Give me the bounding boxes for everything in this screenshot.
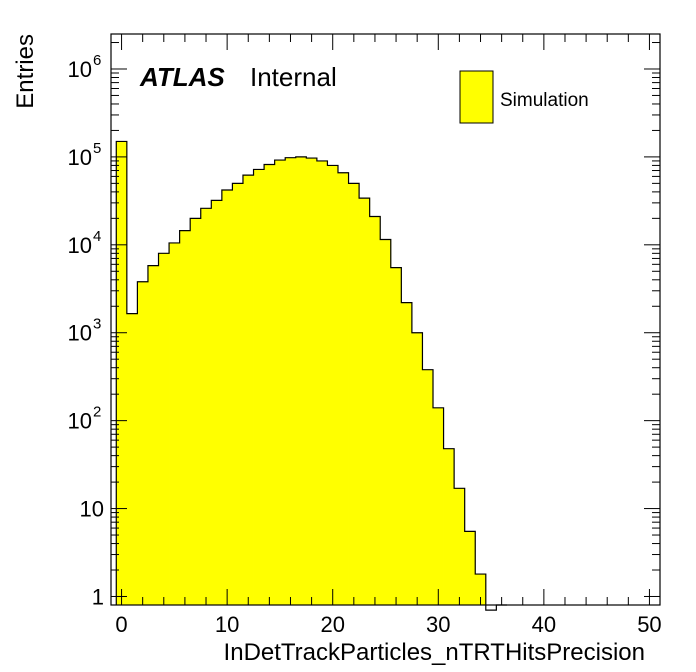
y-tick-base: 1 — [92, 584, 104, 609]
histogram-bar — [285, 157, 297, 605]
x-tick-label: 10 — [215, 612, 239, 637]
y-tick-label: 10 3 — [68, 316, 102, 346]
histogram-bars — [116, 141, 487, 606]
histogram-bar — [242, 175, 254, 605]
histogram-bar — [221, 190, 233, 605]
histogram-bar — [190, 218, 202, 605]
histogram-bar — [232, 183, 244, 605]
histogram-bar — [126, 313, 138, 605]
y-tick-label: 10 4 — [68, 228, 102, 258]
histogram-bar — [158, 253, 170, 605]
histogram-bar — [337, 172, 349, 605]
histogram-bar — [147, 265, 159, 605]
x-tick-labels: 0 10 20 30 40 50 — [115, 612, 661, 637]
histogram-bar — [443, 448, 455, 605]
histogram-bar — [169, 242, 181, 605]
histogram-bar — [327, 165, 339, 605]
histogram-bar — [390, 267, 402, 605]
histogram-bar — [137, 281, 149, 605]
atlas-label: ATLAS — [139, 62, 225, 92]
histogram-bar — [422, 369, 434, 605]
legend-swatch-simulation — [459, 70, 494, 124]
y-tick-exponent: 4 — [93, 228, 101, 245]
histogram-bar — [253, 169, 265, 605]
y-tick-base: 10 — [68, 409, 92, 434]
y-tick-label: 10 6 — [68, 52, 102, 82]
histogram-bar — [454, 488, 466, 605]
y-tick-exponent: 6 — [93, 52, 101, 69]
y-tick-base: 10 — [68, 57, 92, 82]
y-tick-exponent: 2 — [93, 404, 101, 421]
y-tick-base: 10 — [68, 233, 92, 258]
axis-ticks — [111, 34, 660, 605]
histogram-bar — [116, 141, 128, 606]
histogram-outline — [115, 140, 507, 611]
histogram-bar — [380, 239, 392, 606]
y-tick-exponent: 5 — [93, 140, 101, 157]
histogram-bar — [264, 164, 276, 605]
y-tick-base: 10 — [80, 497, 104, 522]
y-tick-label: 10 2 — [68, 404, 102, 434]
histogram-bar — [211, 200, 223, 605]
y-tick-base: 10 — [68, 321, 92, 346]
x-tick-label: 30 — [426, 612, 450, 637]
internal-label: Internal — [250, 62, 337, 92]
x-tick-label: 40 — [532, 612, 556, 637]
y-tick-exponent: 3 — [93, 316, 101, 333]
histogram-bar — [411, 332, 423, 605]
x-axis-label: InDetTrackParticles_nTRTHitsPrecision — [224, 639, 645, 666]
y-tick-label: 10 — [80, 497, 104, 522]
plot-frame — [110, 33, 661, 606]
histogram-bar — [433, 407, 444, 605]
histogram-bar — [295, 156, 307, 605]
histogram-bar — [316, 160, 328, 605]
histogram-bar — [359, 198, 371, 606]
x-tick-label: 20 — [320, 612, 344, 637]
histogram-bar — [179, 230, 191, 605]
y-tick-base: 10 — [68, 145, 92, 170]
y-tick-label: 10 5 — [68, 140, 102, 170]
histogram-bar — [274, 160, 286, 605]
histogram-bar — [348, 183, 360, 605]
x-tick-label: 0 — [115, 612, 127, 637]
histogram-bar — [401, 302, 413, 605]
histogram-bar — [475, 574, 487, 605]
legend-label-simulation: Simulation — [500, 90, 589, 111]
histogram-bar — [464, 531, 476, 605]
histogram-bar — [369, 216, 381, 606]
x-tick-label: 50 — [637, 612, 661, 637]
histogram-bar — [200, 208, 212, 606]
y-tick-label: 1 — [92, 584, 104, 609]
y-axis-label: Entries — [12, 34, 39, 109]
histogram-bar — [306, 158, 318, 605]
